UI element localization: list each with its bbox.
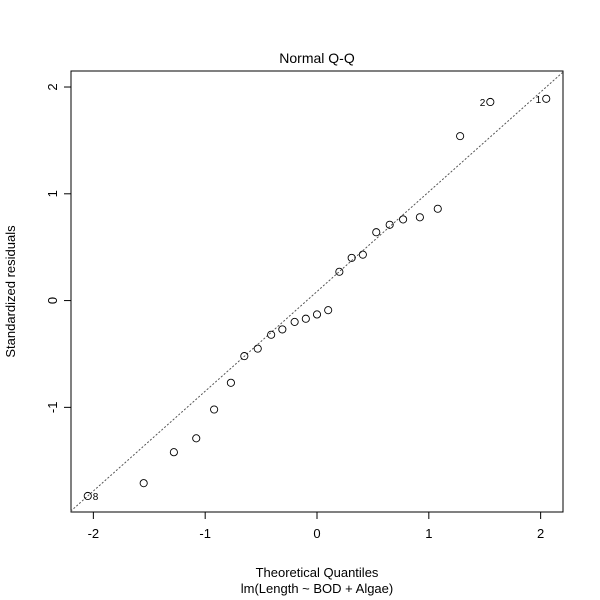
- x-tick-label: -2: [88, 526, 100, 541]
- qq-point: [542, 94, 551, 103]
- qq-point: [290, 317, 299, 326]
- y-tick-label: 1: [45, 190, 60, 197]
- x-tick-label: 0: [313, 526, 320, 541]
- qq-point: [226, 378, 235, 387]
- reference-line-layer: [70, 71, 564, 512]
- qq-point: [399, 215, 408, 224]
- qq-point: [83, 491, 92, 501]
- x-tick-label: 2: [537, 526, 544, 541]
- x-tick-label: 1: [425, 526, 432, 541]
- point-label: 8: [93, 492, 99, 503]
- y-axis-label: Standardized residuals: [3, 225, 18, 358]
- qq-point: [301, 314, 310, 323]
- points-layer: [83, 94, 551, 501]
- x-axis-label: Theoretical Quantiles: [256, 565, 379, 580]
- y-tick-label: 0: [45, 297, 60, 304]
- qq-point: [433, 204, 442, 213]
- qq-point: [210, 405, 219, 414]
- point-label: 1: [536, 95, 542, 106]
- y-tick-label: -1: [45, 402, 60, 414]
- qq-point: [456, 132, 465, 141]
- qq-point: [372, 228, 381, 237]
- qq-point: [169, 448, 178, 457]
- qq-point: [335, 267, 344, 276]
- point-label: 2: [480, 98, 486, 109]
- qq-point: [324, 306, 333, 315]
- qq-point: [139, 479, 148, 488]
- axes-layer: -2 -1 0 1 2 -1 0 1 2: [45, 83, 544, 541]
- point-labels-layer: 8 2 1: [93, 95, 542, 503]
- qq-point: [192, 434, 201, 443]
- qq-point: [385, 220, 394, 229]
- qq-point: [415, 213, 424, 222]
- x-tick-label: -1: [199, 526, 211, 541]
- qq-point: [312, 310, 322, 319]
- qq-reference-line: [70, 71, 564, 512]
- x-axis-subtitle: lm(Length ~ BOD + Algae): [241, 581, 393, 596]
- qq-point: [253, 344, 262, 353]
- qq-point: [347, 253, 356, 262]
- y-tick-label: 2: [45, 83, 60, 90]
- chart-title: Normal Q-Q: [279, 50, 355, 66]
- qq-point: [278, 325, 287, 334]
- qq-point: [486, 97, 495, 107]
- qq-point: [267, 330, 276, 339]
- qq-point: [358, 250, 367, 259]
- qq-point: [240, 352, 249, 361]
